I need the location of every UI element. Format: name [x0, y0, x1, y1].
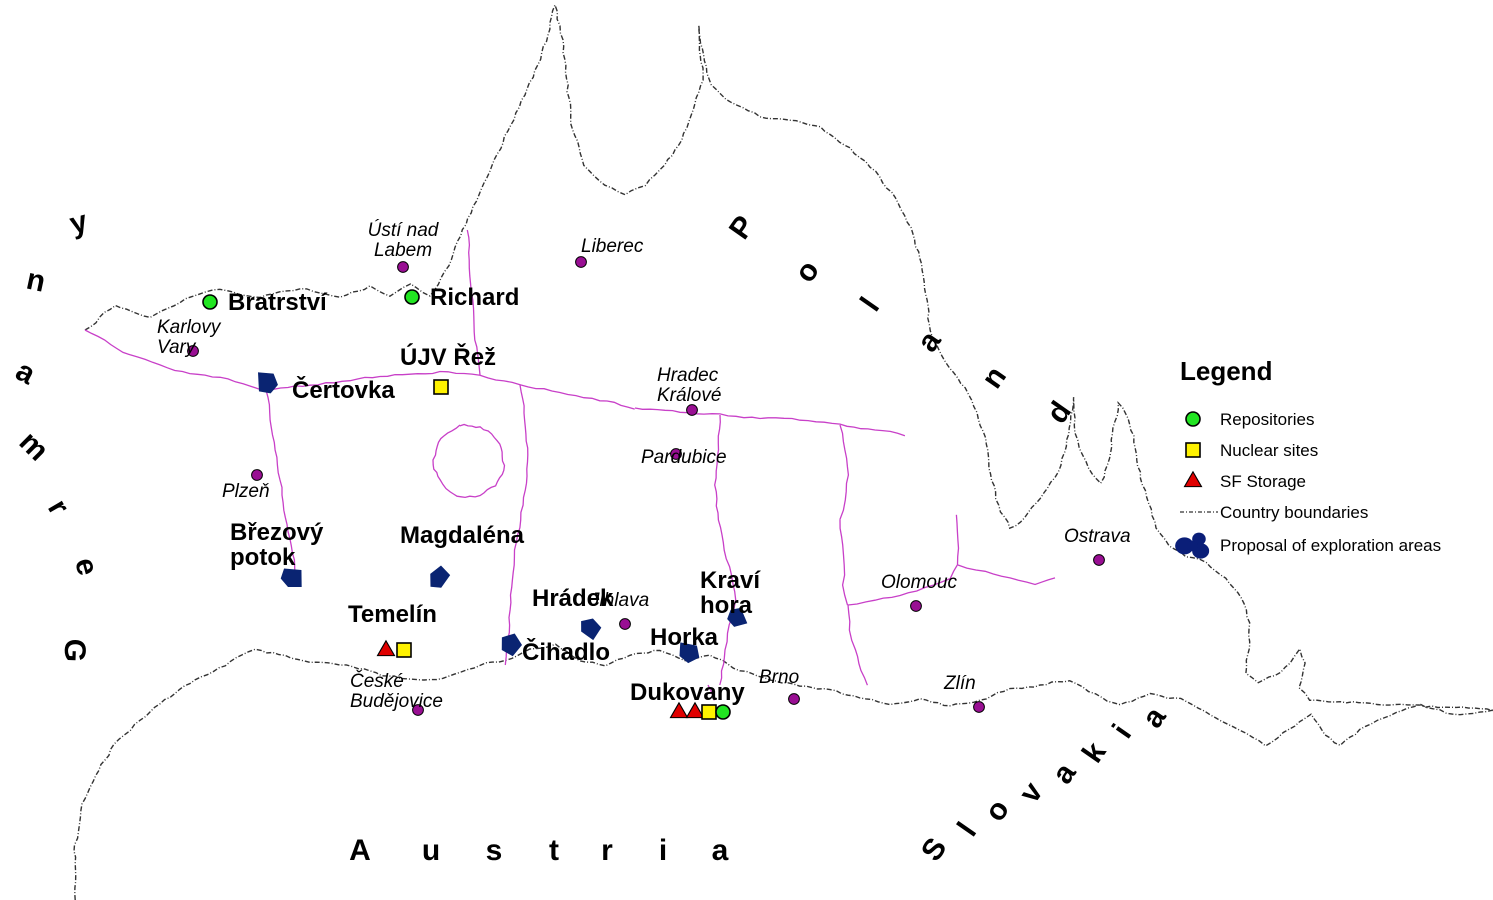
svg-text:Ostrava: Ostrava — [1064, 526, 1131, 547]
svg-text:Plzeň: Plzeň — [222, 481, 270, 502]
svg-text:s: s — [486, 834, 503, 867]
svg-text:Čihadlo: Čihadlo — [522, 638, 610, 666]
svg-text:České: České — [350, 670, 404, 692]
svg-text:Legend: Legend — [1180, 356, 1272, 386]
svg-text:Bratrství: Bratrství — [228, 289, 328, 316]
svg-text:Horka: Horka — [650, 624, 719, 651]
svg-text:a: a — [712, 834, 729, 867]
svg-text:Hrádek: Hrádek — [532, 585, 614, 612]
svg-text:Richard: Richard — [430, 284, 519, 311]
svg-text:Repositories: Repositories — [1220, 410, 1315, 429]
svg-text:Liberec: Liberec — [581, 236, 644, 257]
svg-text:hora: hora — [700, 592, 753, 619]
svg-text:Temelín: Temelín — [348, 601, 437, 628]
svg-text:Brno: Brno — [759, 667, 799, 688]
svg-text:Kraví: Kraví — [700, 567, 761, 594]
svg-text:Zlín: Zlín — [943, 673, 976, 694]
svg-text:ÚJV Řež: ÚJV Řež — [400, 343, 496, 371]
svg-text:potok: potok — [230, 544, 296, 571]
svg-text:Čertovka: Čertovka — [292, 376, 395, 404]
svg-text:Nuclear sites: Nuclear sites — [1220, 441, 1318, 460]
svg-text:r: r — [601, 834, 613, 867]
svg-text:Labem: Labem — [374, 240, 432, 261]
svg-text:Olomouc: Olomouc — [881, 572, 958, 593]
svg-text:Březový: Březový — [230, 519, 324, 546]
svg-text:Dukovany: Dukovany — [630, 679, 745, 706]
svg-text:Budějovice: Budějovice — [350, 691, 443, 712]
svg-text:t: t — [549, 834, 559, 867]
svg-text:i: i — [659, 834, 667, 867]
svg-text:u: u — [422, 834, 440, 867]
svg-text:Vary: Vary — [157, 337, 197, 358]
svg-text:Pardubice: Pardubice — [641, 447, 727, 468]
svg-text:Ústí nad: Ústí nad — [368, 219, 440, 241]
svg-text:Magdaléna: Magdaléna — [400, 522, 525, 549]
svg-text:Country boundaries: Country boundaries — [1220, 503, 1368, 522]
svg-text:Hradec: Hradec — [657, 365, 719, 386]
svg-text:SF Storage: SF Storage — [1220, 472, 1306, 491]
svg-text:Králové: Králové — [657, 385, 721, 406]
svg-text:Karlovy: Karlovy — [157, 317, 222, 338]
svg-text:G: G — [58, 638, 92, 662]
svg-text:Proposal of exploration areas: Proposal of exploration areas — [1220, 536, 1441, 555]
svg-text:A: A — [349, 834, 371, 867]
